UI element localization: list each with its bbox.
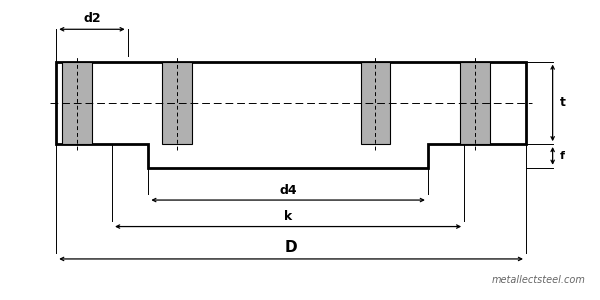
Text: D: D xyxy=(285,240,298,255)
Bar xyxy=(62,62,92,144)
Text: t: t xyxy=(560,96,566,110)
Bar xyxy=(361,62,391,144)
Polygon shape xyxy=(56,62,526,168)
Text: d4: d4 xyxy=(279,184,297,196)
Text: f: f xyxy=(560,151,565,161)
Text: metallectsteel.com: metallectsteel.com xyxy=(491,275,586,285)
Bar xyxy=(162,62,192,144)
Bar xyxy=(461,62,490,144)
Text: k: k xyxy=(284,210,292,223)
Text: d2: d2 xyxy=(83,12,101,25)
